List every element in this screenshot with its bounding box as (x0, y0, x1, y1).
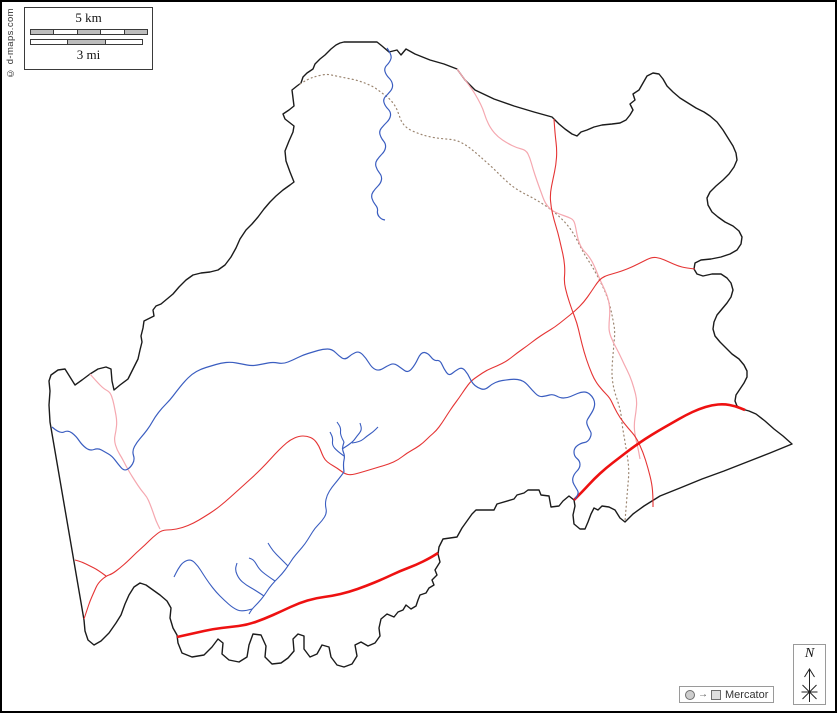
scale-box: 5 km 3 mi (24, 7, 153, 70)
lake-branch-left (329, 431, 345, 457)
creek-south-branch-3 (235, 562, 265, 597)
road-red-fork-to-west-edge (74, 559, 107, 577)
compass-rose: N (793, 644, 826, 705)
compass-arrow-icon (801, 668, 818, 702)
scale-segment (124, 30, 148, 34)
road-pink-northeast (456, 68, 641, 460)
road-red-diagonal (83, 256, 696, 620)
scale-segment (77, 30, 102, 34)
county-boundary (48, 41, 793, 668)
highway-south (176, 551, 439, 639)
scale-segment (31, 30, 55, 34)
road-red-north-south (549, 118, 654, 507)
scale-segment (101, 30, 125, 34)
scale-mi-bar (30, 39, 143, 45)
projection-square-icon (711, 689, 721, 700)
creek-south-branch-1 (267, 542, 289, 567)
lake-trunk (342, 441, 345, 473)
projection-label: Mercator (725, 688, 769, 701)
scale-segment (31, 40, 69, 44)
lake-branch-right (341, 422, 362, 450)
river-main (51, 348, 596, 500)
creek-south-main (248, 471, 345, 615)
projection-legend: → Mercator (679, 686, 775, 703)
compass-north-label: N (804, 646, 815, 661)
river-north (371, 47, 394, 221)
creek-south-branch-4 (173, 559, 253, 612)
scale-mi-label: 3 mi (76, 47, 101, 62)
creek-south-branch-2 (248, 557, 276, 582)
scale-segment (68, 40, 106, 44)
copyright-text: © d-maps.com (5, 8, 16, 79)
scale-km-label: 5 km (75, 10, 102, 25)
road-pink-west (89, 373, 161, 530)
scale-segment (105, 40, 142, 44)
scale-segment (54, 30, 78, 34)
railroad-dashed (299, 73, 630, 522)
lake-branch-far-right (351, 426, 379, 444)
scale-km-bar (30, 29, 148, 35)
projection-arrow-icon: → (698, 688, 708, 700)
projection-circle-icon (685, 689, 695, 700)
lake-branch-center (336, 421, 345, 443)
highway-east (573, 403, 746, 501)
